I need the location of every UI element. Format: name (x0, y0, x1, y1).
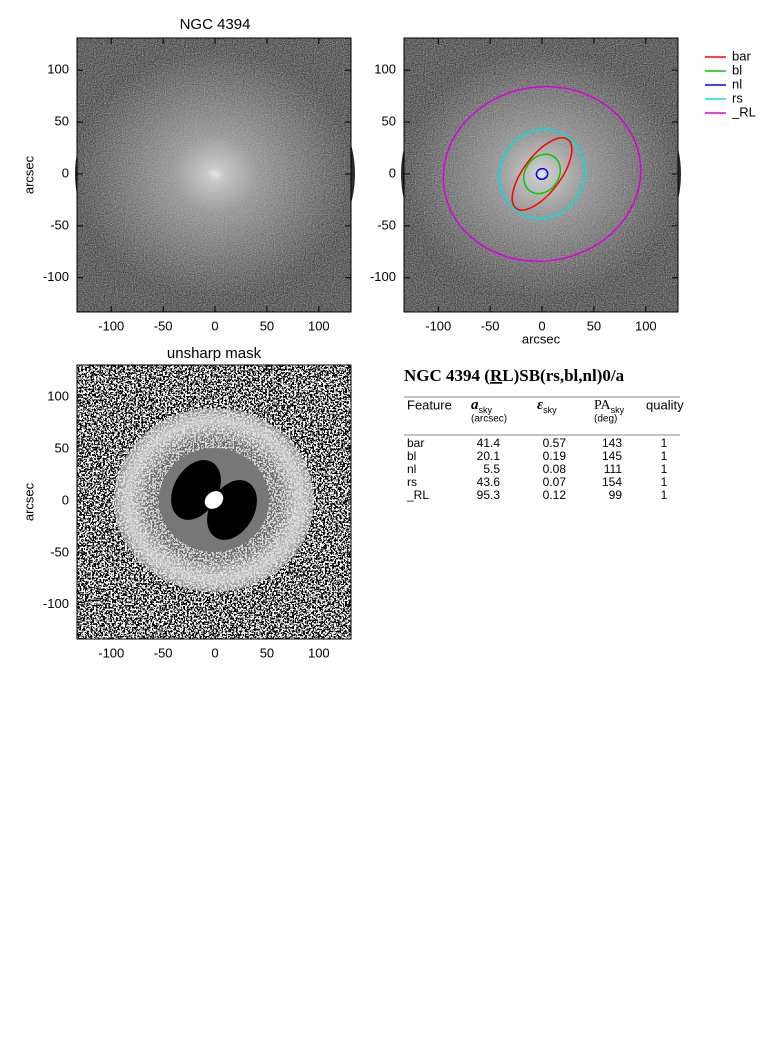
x-tick-label: 0 (211, 645, 218, 660)
legend-label: nl (732, 76, 742, 91)
legend-label: bar (732, 48, 751, 63)
table-cell: 41.4 (477, 436, 501, 450)
title-part: NGC 4394 ( (404, 366, 490, 385)
header-sub: sky (611, 405, 625, 415)
header-sub: sky (543, 405, 557, 415)
table-cell: 1 (661, 436, 668, 450)
table-cell: rs (407, 475, 417, 489)
header-unit: (deg) (594, 414, 617, 425)
x-tick-label: -50 (154, 645, 173, 660)
x-tick-label: 100 (635, 318, 657, 333)
feature-ellipse (498, 128, 586, 220)
table-cell: 0.12 (543, 488, 567, 502)
table-cell: _RL (406, 488, 429, 502)
y-tick-label: 50 (55, 114, 69, 129)
header-symbol: ε (537, 397, 544, 413)
y-axis-label: arcsec (21, 155, 36, 194)
column-header: Feature (407, 397, 452, 412)
column-header: PAsky (594, 398, 625, 415)
table-cell: 1 (661, 475, 668, 489)
y-tick-label: 100 (47, 62, 69, 77)
header-symbol: PA (594, 398, 612, 413)
column-header: quality (646, 397, 684, 412)
y-tick-label: 100 (374, 62, 396, 77)
table-cell: 0.08 (543, 462, 567, 476)
table-cell: 99 (609, 488, 623, 502)
column-header: εsky (537, 397, 557, 415)
legend-label: _RL (731, 104, 756, 119)
axes-frame (76, 37, 352, 313)
title-part: L)SB(rs,bl,nl)0/a (502, 366, 624, 385)
axes-frame (76, 364, 352, 640)
table-cell: 95.3 (477, 488, 501, 502)
feature-ellipse (442, 85, 642, 263)
x-tick-label: 50 (260, 318, 274, 333)
table-cell: 1 (661, 462, 668, 476)
table-cell: 1 (661, 449, 668, 463)
feature-ellipse (511, 137, 573, 211)
table-cell: 111 (604, 462, 623, 476)
table: Feature asky(arcsec)εsky PAsky(deg)quality… (406, 397, 684, 502)
feature-ellipse (522, 153, 562, 195)
feature-ellipse (535, 167, 549, 181)
y-tick-label: 0 (62, 165, 69, 180)
table-cell: bl (407, 449, 416, 463)
axes-frame (403, 37, 679, 313)
y-tick-label: 0 (389, 165, 396, 180)
y-tick-label: -100 (370, 269, 396, 284)
panel-title: unsharp mask (167, 345, 262, 362)
table-cell: bar (407, 436, 424, 450)
header-symbol: a (471, 397, 479, 413)
title-part: R (490, 366, 503, 385)
table-cell: 0.19 (543, 449, 567, 463)
x-tick-label: -50 (154, 318, 173, 333)
x-tick-label: 0 (538, 318, 545, 333)
y-tick-label: -50 (50, 217, 69, 232)
table-cell: 5.5 (483, 462, 500, 476)
x-tick-label: -100 (98, 318, 124, 333)
ellipse-overlay (442, 85, 642, 263)
header-unit: (arcsec) (471, 414, 507, 425)
x-tick-label: -100 (425, 318, 451, 333)
column-header: asky (471, 397, 493, 415)
y-tick-label: -100 (43, 596, 69, 611)
legend-label: bl (732, 62, 742, 77)
table-cell: 0.57 (543, 436, 567, 450)
table-cell: 145 (602, 449, 622, 463)
y-tick-label: 100 (47, 389, 69, 404)
table-cell: 154 (602, 475, 622, 489)
table-cell: 20.1 (477, 449, 501, 463)
table-cell: 1 (661, 488, 668, 502)
x-tick-label: 100 (308, 318, 330, 333)
galaxy-image (75, 38, 355, 312)
legend-label: rs (732, 90, 743, 105)
x-tick-label: -50 (481, 318, 500, 333)
table-cell: nl (407, 462, 416, 476)
panel-title: NGC 4394 (180, 16, 251, 33)
y-tick-label: 50 (382, 114, 396, 129)
y-tick-label: -100 (43, 269, 69, 284)
table-cell: 43.6 (477, 475, 501, 489)
y-tick-label: 50 (55, 441, 69, 456)
x-tick-label: 100 (308, 645, 330, 660)
table-title: NGC 4394 (RL)SB(rs,bl,nl)0/a (404, 366, 625, 385)
table-cell: 143 (602, 436, 622, 450)
x-tick-label: 0 (211, 318, 218, 333)
header-sub: sky (479, 405, 493, 415)
y-tick-label: -50 (50, 544, 69, 559)
x-tick-label: -100 (98, 645, 124, 660)
y-tick-label: -50 (377, 217, 396, 232)
x-tick-label: 50 (587, 318, 601, 333)
table-cell: 0.07 (543, 475, 567, 489)
x-tick-label: 50 (260, 645, 274, 660)
x-axis-label: arcsec (522, 331, 561, 346)
y-axis-label: arcsec (21, 482, 36, 521)
unsharp-image (77, 365, 351, 639)
y-tick-label: 0 (62, 492, 69, 507)
